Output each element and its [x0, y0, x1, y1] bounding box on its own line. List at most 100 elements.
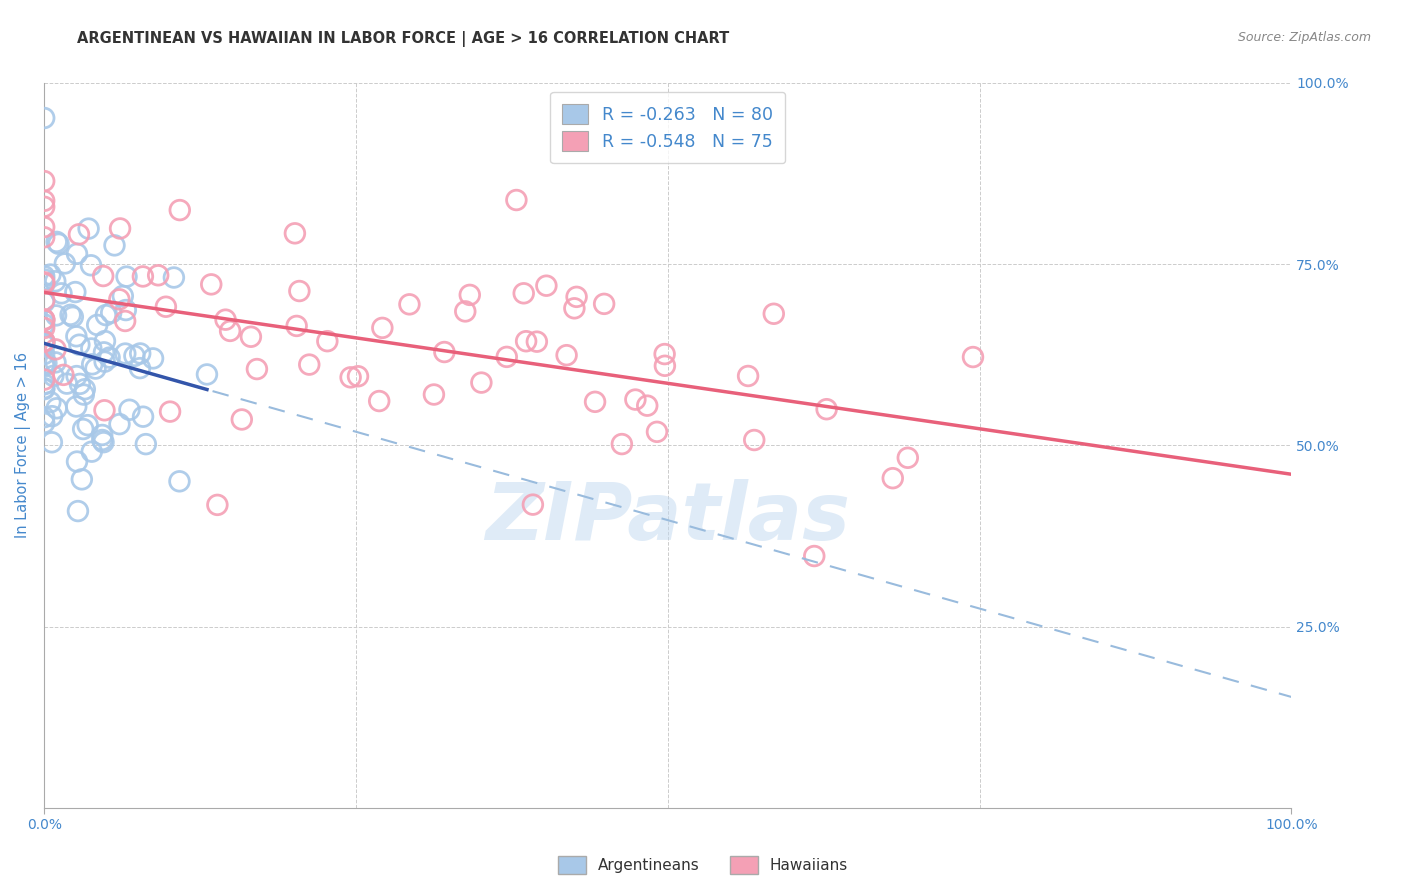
Point: [512, 286, 534, 301]
Point: [80, 444, 103, 458]
Point: [339, 370, 361, 384]
Point: [52, 368, 75, 382]
Point: [962, 350, 984, 364]
Point: [564, 301, 586, 316]
Point: [53, 256, 76, 270]
Point: [32, 293, 55, 308]
Point: [32, 416, 55, 430]
Point: [32, 272, 55, 286]
Point: [51, 286, 73, 301]
Point: [108, 293, 131, 307]
Point: [231, 412, 253, 426]
Point: [285, 318, 308, 333]
Point: [32, 382, 55, 396]
Point: [77, 221, 100, 235]
Point: [41, 409, 63, 424]
Point: [114, 314, 136, 328]
Point: [495, 350, 517, 364]
Point: [73, 382, 96, 396]
Point: [654, 359, 676, 373]
Point: [39, 268, 62, 282]
Y-axis label: In Labor Force | Age > 16: In Labor Force | Age > 16: [15, 352, 31, 539]
Point: [565, 290, 588, 304]
Point: [114, 346, 136, 360]
Point: [32, 111, 55, 125]
Point: [433, 345, 456, 359]
Point: [200, 277, 222, 292]
Point: [114, 303, 136, 318]
Point: [91, 428, 114, 442]
Point: [624, 392, 647, 407]
Point: [32, 334, 55, 349]
Point: [195, 368, 218, 382]
Point: [470, 376, 492, 390]
Point: [458, 288, 481, 302]
Text: ZIPatlas: ZIPatlas: [485, 479, 851, 557]
Point: [82, 357, 104, 371]
Point: [94, 308, 117, 322]
Point: [84, 361, 107, 376]
Point: [505, 193, 527, 207]
Point: [56, 376, 79, 391]
Point: [67, 227, 90, 242]
Point: [610, 437, 633, 451]
Point: [98, 351, 121, 365]
Point: [32, 334, 55, 349]
Point: [45, 343, 67, 357]
Point: [347, 369, 370, 384]
Point: [583, 394, 606, 409]
Point: [32, 334, 55, 349]
Text: Source: ZipAtlas.com: Source: ZipAtlas.com: [1237, 31, 1371, 45]
Point: [44, 274, 66, 288]
Point: [129, 346, 152, 360]
Point: [76, 418, 98, 433]
Point: [32, 318, 55, 332]
Point: [132, 269, 155, 284]
Point: [423, 387, 446, 401]
Point: [66, 504, 89, 518]
Point: [288, 284, 311, 298]
Point: [93, 345, 115, 359]
Point: [32, 381, 55, 395]
Point: [32, 377, 55, 392]
Point: [762, 307, 785, 321]
Point: [39, 395, 62, 409]
Point: [73, 387, 96, 401]
Point: [45, 401, 67, 416]
Point: [80, 258, 103, 272]
Point: [214, 312, 236, 326]
Point: [86, 318, 108, 332]
Point: [32, 410, 55, 425]
Point: [65, 369, 87, 384]
Point: [803, 549, 825, 563]
Point: [91, 268, 114, 283]
Point: [35, 356, 58, 370]
Point: [371, 321, 394, 335]
Point: [66, 454, 89, 468]
Point: [108, 221, 131, 235]
Point: [32, 277, 55, 291]
Point: [515, 334, 537, 349]
Point: [66, 246, 89, 260]
Point: [44, 355, 66, 369]
Point: [32, 357, 55, 371]
Text: ARGENTINEAN VS HAWAIIAN IN LABOR FORCE | AGE > 16 CORRELATION CHART: ARGENTINEAN VS HAWAIIAN IN LABOR FORCE |…: [77, 31, 730, 47]
Point: [65, 285, 87, 299]
Point: [298, 358, 321, 372]
Point: [45, 235, 67, 249]
Point: [41, 435, 63, 450]
Point: [70, 472, 93, 486]
Point: [159, 404, 181, 418]
Point: [815, 402, 838, 417]
Point: [32, 194, 55, 208]
Point: [169, 475, 191, 489]
Point: [32, 359, 55, 373]
Point: [32, 321, 55, 335]
Point: [284, 227, 307, 241]
Point: [239, 330, 262, 344]
Point: [129, 361, 152, 376]
Point: [32, 295, 55, 310]
Point: [32, 200, 55, 214]
Point: [316, 334, 339, 348]
Point: [555, 348, 578, 362]
